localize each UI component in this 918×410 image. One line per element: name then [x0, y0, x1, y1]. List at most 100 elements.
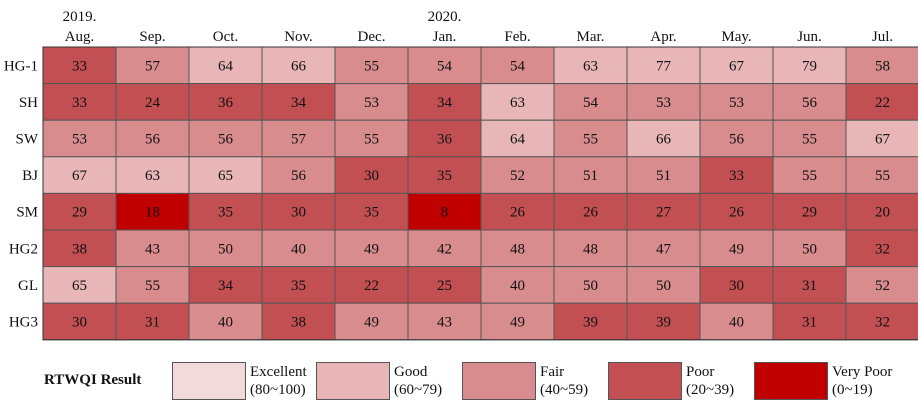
cell-value-label: 56 — [291, 168, 307, 184]
cell-value-label: 54 — [437, 58, 453, 74]
cell-value-label: 66 — [656, 132, 672, 148]
cell-value-label: 26 — [510, 205, 526, 221]
cell-value-label: 51 — [656, 168, 671, 184]
cell-value-label: 51 — [583, 168, 598, 184]
cell-value-label: 30 — [291, 205, 306, 221]
heatmap-cell — [553, 83, 628, 121]
row-label: SW — [16, 132, 39, 148]
cell-value-label: 34 — [437, 95, 453, 111]
cell-value-label: 33 — [72, 58, 87, 74]
cell-value-label: 27 — [656, 205, 672, 221]
heatmap-cell — [480, 119, 555, 158]
cell-value-label: 65 — [72, 278, 87, 294]
cell-value-label: 49 — [364, 315, 379, 331]
cell-value-label: 20 — [875, 205, 890, 221]
cell-value-label: 65 — [218, 168, 233, 184]
cell-value-label: 30 — [72, 315, 87, 331]
heatmap-cell — [772, 119, 847, 158]
cell-value-label: 33 — [729, 168, 744, 184]
heatmap-cell — [334, 156, 409, 194]
heatmap-cell — [42, 192, 117, 231]
cell-value-label: 49 — [729, 241, 744, 257]
heatmap-cell — [845, 46, 918, 85]
heatmap-cell — [772, 192, 847, 231]
legend-range-good: (60~79) — [394, 382, 443, 398]
cell-value-label: 36 — [437, 132, 453, 148]
cell-value-label: 63 — [510, 95, 525, 111]
heatmap-cell — [334, 192, 409, 231]
heatmap-cell — [553, 302, 628, 341]
legend-label-poor: Poor — [686, 364, 715, 380]
cell-value-label: 53 — [729, 95, 744, 111]
cell-value-label: 18 — [145, 205, 160, 221]
row-label: BJ — [22, 168, 38, 184]
cell-value-label: 57 — [291, 132, 307, 148]
heatmap-cell — [188, 229, 263, 268]
row-label: GL — [18, 278, 38, 294]
cell-value-label: 29 — [72, 205, 87, 221]
legend-swatch-poor — [608, 362, 682, 400]
column-label: Dec. — [358, 29, 386, 45]
heatmap-cell — [115, 192, 190, 231]
column-label: Jan. — [433, 29, 457, 45]
heatmap-cell — [261, 192, 336, 231]
cell-value-label: 53 — [364, 95, 379, 111]
heatmap-cell — [626, 156, 701, 194]
cell-value-label: 56 — [145, 132, 161, 148]
legend-range-very-poor: (0~19) — [832, 382, 873, 398]
cell-value-label: 39 — [583, 315, 598, 331]
cell-value-label: 42 — [437, 241, 452, 257]
heatmap-cell — [480, 229, 555, 268]
heatmap-cell — [699, 46, 774, 85]
heatmap-cell — [261, 156, 336, 194]
cell-value-label: 26 — [583, 205, 599, 221]
row-label: HG2 — [9, 241, 38, 257]
cell-value-label: 33 — [72, 95, 87, 111]
cell-value-label: 52 — [510, 168, 525, 184]
cell-value-label: 30 — [729, 278, 744, 294]
cell-value-label: 39 — [656, 315, 671, 331]
cell-value-label: 34 — [218, 278, 234, 294]
heatmap-cell — [334, 266, 409, 304]
cell-value-label: 53 — [656, 95, 671, 111]
cell-value-label: 22 — [364, 278, 379, 294]
legend-label-very-poor: Very Poor — [832, 364, 893, 380]
heatmap-cell — [42, 119, 117, 158]
heatmap-cell — [553, 192, 628, 231]
column-label: Aug. — [65, 29, 95, 45]
heatmap-cell — [188, 192, 263, 231]
cell-value-label: 50 — [218, 241, 233, 257]
heatmap-cell — [626, 229, 701, 268]
row-label: HG-1 — [4, 58, 38, 74]
cell-value-label: 55 — [875, 168, 890, 184]
legend-swatch-very-poor — [754, 362, 828, 400]
heatmap-cell — [407, 266, 482, 304]
cell-value-label: 52 — [875, 278, 890, 294]
heatmap-cell — [188, 156, 263, 194]
year-label: 2019. — [63, 9, 97, 25]
cell-value-label: 56 — [802, 95, 818, 111]
cell-value-label: 56 — [729, 132, 745, 148]
column-label: Apr. — [650, 29, 676, 45]
column-label: May. — [721, 29, 751, 45]
cell-value-label: 55 — [364, 58, 379, 74]
cell-value-label: 35 — [437, 168, 452, 184]
cell-value-label: 40 — [510, 278, 525, 294]
legend-label-excellent: Excellent — [250, 364, 307, 380]
column-label: Mar. — [577, 29, 605, 45]
legend-range-poor: (20~39) — [686, 382, 735, 398]
cell-value-label: 40 — [291, 241, 306, 257]
cell-value-label: 8 — [441, 205, 449, 221]
cell-value-label: 77 — [656, 58, 672, 74]
cell-value-label: 67 — [729, 58, 745, 74]
cell-value-label: 31 — [802, 278, 817, 294]
heatmap-cell — [480, 266, 555, 304]
cell-value-label: 25 — [437, 278, 452, 294]
heatmap-cell — [553, 229, 628, 268]
heatmap-cell — [334, 302, 409, 341]
legend-swatch-fair — [462, 362, 536, 400]
heatmap-cell — [626, 83, 701, 121]
cell-value-label: 50 — [802, 241, 817, 257]
cell-value-label: 63 — [145, 168, 160, 184]
legend-range-fair: (40~59) — [540, 382, 589, 398]
